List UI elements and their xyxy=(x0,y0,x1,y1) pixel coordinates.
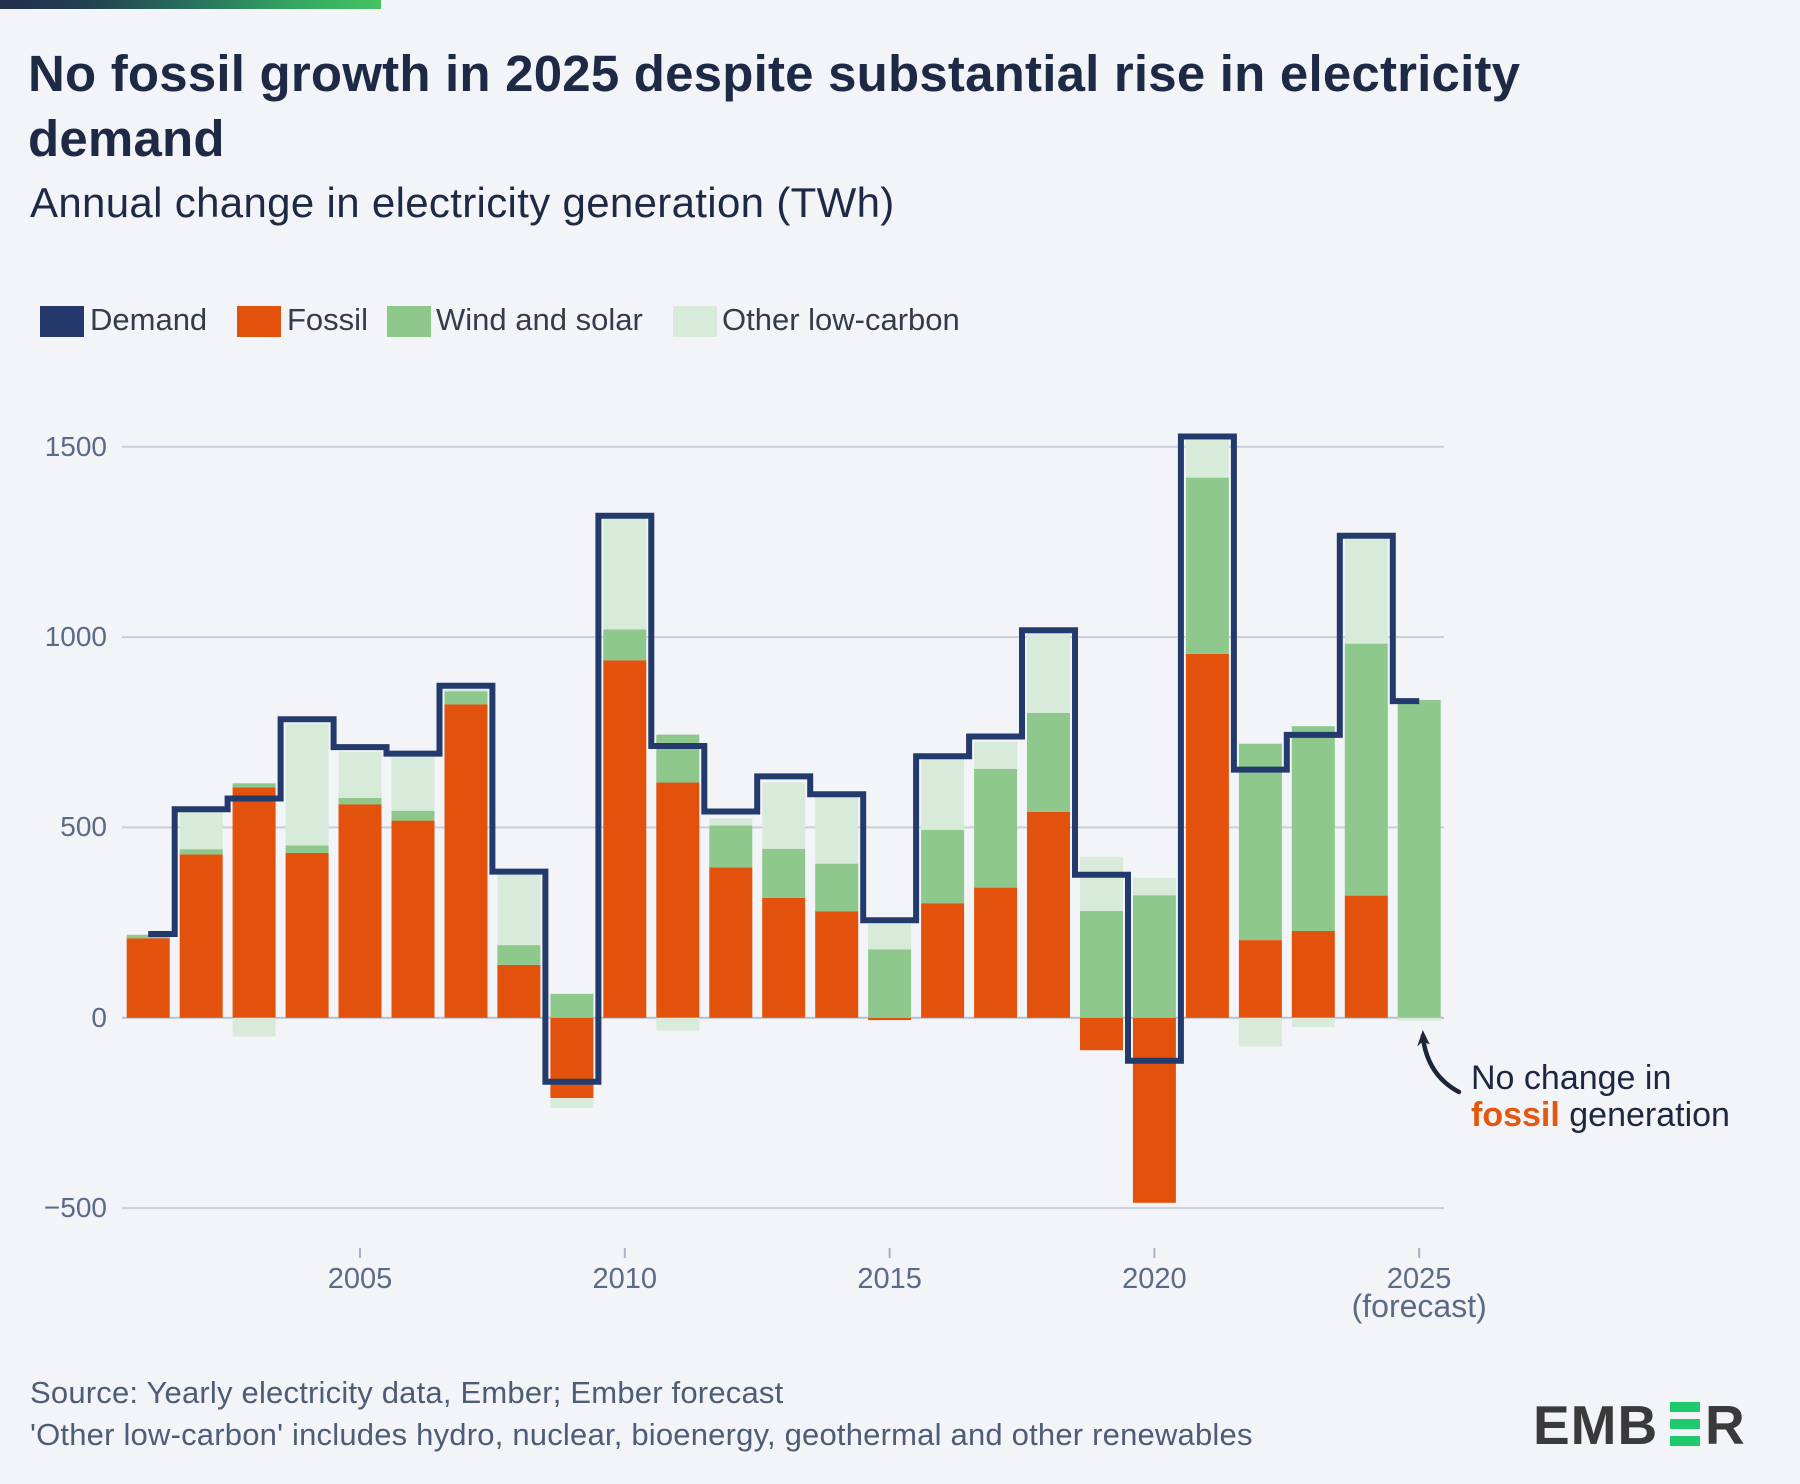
svg-text:EMB: EMB xyxy=(1533,1396,1658,1456)
svg-text:R: R xyxy=(1705,1396,1745,1456)
